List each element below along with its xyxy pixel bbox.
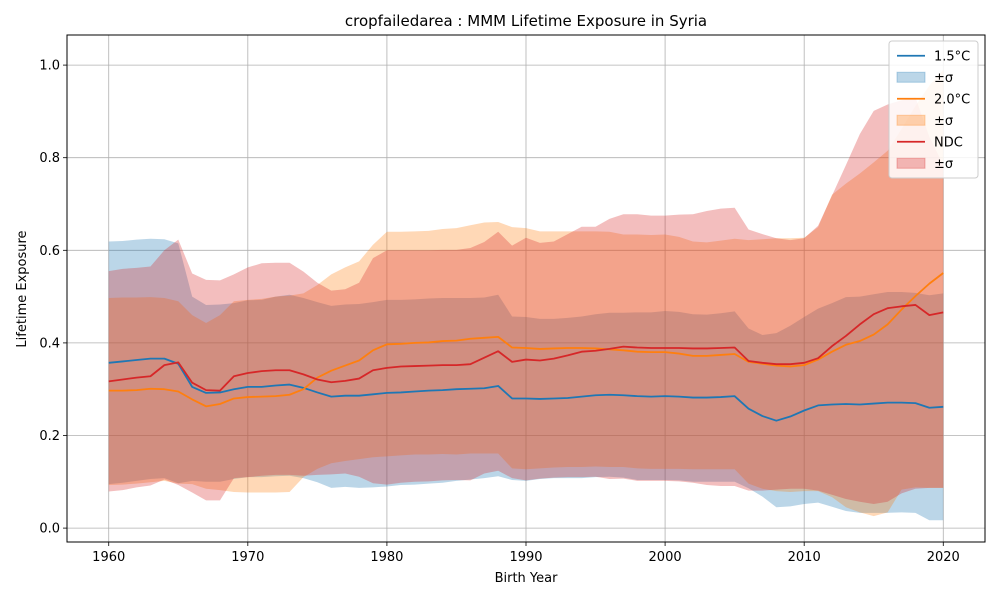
chart-title: cropfailedarea : MMM Lifetime Exposure i… xyxy=(345,12,707,30)
legend-entry-label: NDC xyxy=(934,135,963,150)
x-tick-label: 1960 xyxy=(92,550,125,565)
legend-entry-label: 2.0°C xyxy=(934,92,970,107)
legend-band-label: ±σ xyxy=(934,71,953,86)
y-tick-label: 0.2 xyxy=(39,429,60,444)
x-tick-label: 2000 xyxy=(649,550,682,565)
y-tick-label: 0.8 xyxy=(39,151,60,166)
y-tick-label: 0.6 xyxy=(39,244,60,259)
series-lines xyxy=(108,272,944,422)
series-line xyxy=(108,272,944,408)
y-tick-label: 0.0 xyxy=(39,522,60,537)
x-axis-ticks: 1960 1970 1980 1990 2000 2010 2020 xyxy=(92,542,960,565)
legend-band-swatch xyxy=(896,114,926,126)
legend-band-label: ±σ xyxy=(934,114,953,129)
series-line xyxy=(108,357,944,422)
legend: 1.5°C ±σ 2.0°C ±σ NDC ±σ xyxy=(888,40,979,179)
series-line xyxy=(108,304,944,392)
std-bands xyxy=(108,69,944,521)
std-band xyxy=(108,238,944,521)
x-tick-label: 2010 xyxy=(788,550,821,565)
x-tick-label: 1990 xyxy=(509,550,542,565)
legend-band-label: ±σ xyxy=(934,157,953,172)
y-tick-label: 1.0 xyxy=(39,59,60,74)
legend-band-swatch xyxy=(896,71,926,83)
std-band xyxy=(108,69,944,517)
legend-box xyxy=(888,40,979,179)
x-tick-label: 1970 xyxy=(231,550,264,565)
x-axis-label: Birth Year xyxy=(495,571,559,586)
x-tick-label: 2020 xyxy=(927,550,960,565)
std-band xyxy=(108,97,944,505)
y-axis-ticks: 0.0 0.2 0.4 0.6 0.8 1.0 xyxy=(39,59,67,537)
y-tick-label: 0.4 xyxy=(39,336,60,351)
x-tick-label: 1980 xyxy=(370,550,403,565)
legend-entry-label: 1.5°C xyxy=(934,49,970,64)
y-axis-label: Lifetime Exposure xyxy=(15,230,30,347)
grid-lines xyxy=(67,35,985,542)
legend-band-swatch xyxy=(896,157,926,169)
